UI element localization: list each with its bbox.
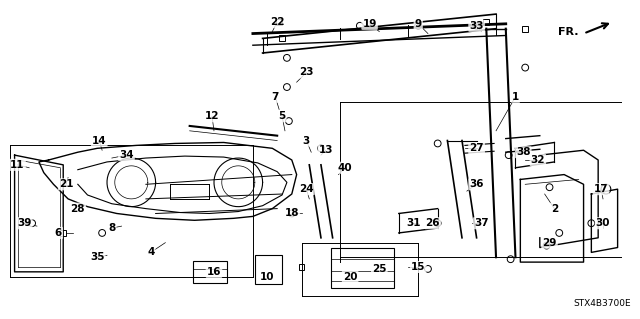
Circle shape (356, 22, 364, 29)
Text: 3: 3 (303, 136, 310, 145)
Circle shape (435, 220, 441, 226)
Text: 30: 30 (596, 218, 611, 228)
Text: 11: 11 (10, 160, 25, 170)
Bar (276, 19, 282, 25)
Circle shape (435, 140, 441, 147)
Bar (193, 261, 227, 283)
Text: 22: 22 (270, 17, 284, 27)
Circle shape (601, 184, 611, 194)
Bar (299, 264, 305, 270)
Bar (255, 255, 282, 285)
Text: STX4B3700E: STX4B3700E (574, 300, 632, 308)
Text: 2: 2 (551, 204, 558, 214)
Circle shape (317, 145, 324, 152)
Text: 7: 7 (271, 92, 279, 102)
Circle shape (99, 230, 106, 236)
Text: 40: 40 (338, 163, 353, 173)
Text: 4: 4 (147, 248, 154, 257)
Circle shape (473, 22, 480, 29)
Circle shape (285, 118, 292, 124)
Text: 26: 26 (426, 218, 440, 228)
Text: 36: 36 (469, 179, 484, 189)
Text: 13: 13 (319, 145, 333, 155)
Bar (522, 26, 528, 32)
Circle shape (289, 210, 295, 217)
Text: 37: 37 (474, 218, 489, 228)
Bar (331, 248, 394, 288)
Text: 31: 31 (406, 218, 420, 228)
Text: 23: 23 (299, 67, 314, 78)
Text: 9: 9 (415, 19, 422, 29)
Circle shape (29, 220, 35, 226)
Text: 20: 20 (343, 272, 357, 282)
Text: 14: 14 (92, 136, 106, 145)
Text: FR.: FR. (558, 26, 579, 37)
Text: 8: 8 (108, 223, 115, 233)
Text: 35: 35 (90, 252, 104, 262)
Text: 29: 29 (542, 238, 557, 248)
Text: 38: 38 (516, 147, 531, 157)
Circle shape (371, 265, 378, 272)
Text: 19: 19 (362, 19, 377, 29)
Circle shape (424, 265, 431, 272)
Circle shape (556, 230, 563, 236)
Text: 21: 21 (59, 179, 74, 189)
Text: 34: 34 (119, 150, 134, 160)
Text: 32: 32 (531, 155, 545, 165)
Text: 16: 16 (207, 267, 221, 277)
Circle shape (543, 242, 550, 249)
Bar (279, 35, 285, 41)
Circle shape (415, 22, 422, 29)
Text: 10: 10 (260, 272, 275, 282)
Text: 25: 25 (372, 264, 387, 274)
Circle shape (546, 184, 553, 191)
Text: 15: 15 (411, 262, 426, 272)
Circle shape (284, 84, 291, 91)
Bar (60, 230, 66, 236)
Text: 1: 1 (512, 92, 519, 102)
Text: 39: 39 (17, 218, 31, 228)
Text: 17: 17 (594, 184, 609, 194)
Circle shape (505, 152, 512, 159)
Text: 12: 12 (205, 111, 220, 121)
Bar (483, 19, 489, 25)
Text: 27: 27 (469, 143, 484, 153)
Text: 24: 24 (299, 184, 314, 194)
Circle shape (588, 220, 595, 226)
Text: 33: 33 (469, 21, 484, 31)
Circle shape (284, 55, 291, 61)
Circle shape (522, 64, 529, 71)
Circle shape (508, 256, 514, 263)
Text: 18: 18 (285, 209, 299, 219)
Text: 6: 6 (55, 228, 62, 238)
Text: 28: 28 (70, 204, 85, 214)
Text: 5: 5 (278, 111, 285, 121)
